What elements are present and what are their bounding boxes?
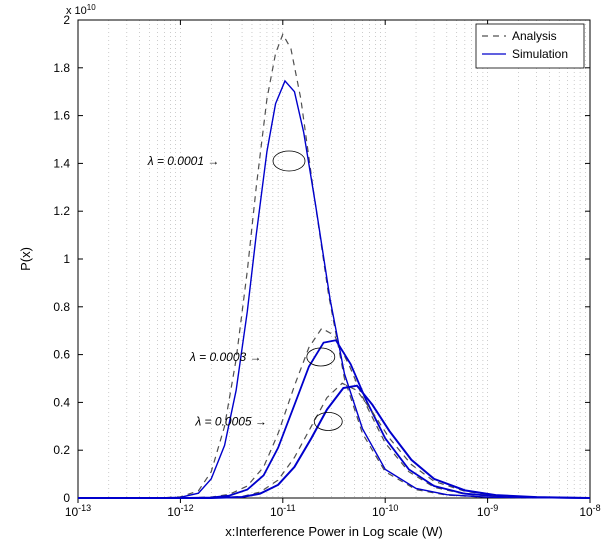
annotation-text: λ = 0.0003 →	[189, 350, 262, 364]
svg-text:0.2: 0.2	[53, 443, 70, 457]
svg-text:0.8: 0.8	[53, 300, 70, 314]
svg-text:0: 0	[63, 491, 70, 505]
svg-text:1.6: 1.6	[53, 109, 70, 123]
svg-text:1.2: 1.2	[53, 204, 70, 218]
annotation-text: λ = 0.0005 →	[194, 415, 267, 429]
svg-text:1.4: 1.4	[53, 156, 70, 170]
annotation-text: λ = 0.0001 →	[147, 154, 220, 168]
legend-label: Analysis	[512, 29, 557, 43]
svg-text:1: 1	[63, 252, 70, 266]
chart-container: 10-1310-1210-1110-1010-910-800.20.40.60.…	[0, 0, 607, 553]
svg-text:0.4: 0.4	[53, 395, 70, 409]
y-axis-label: P(x)	[18, 247, 33, 271]
legend-label: Simulation	[512, 47, 568, 61]
svg-text:0.6: 0.6	[53, 348, 70, 362]
x-axis-label: x:Interference Power in Log scale (W)	[225, 524, 442, 539]
svg-text:1.8: 1.8	[53, 61, 70, 75]
chart-svg: 10-1310-1210-1110-1010-910-800.20.40.60.…	[0, 0, 607, 553]
